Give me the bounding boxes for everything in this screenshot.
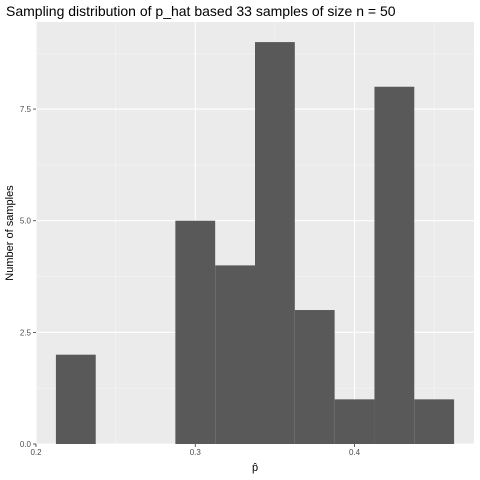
histogram-bar: [294, 310, 335, 444]
y-tick-label: 0.0: [20, 440, 32, 449]
histogram-bars: [55, 42, 455, 445]
histogram-bar: [374, 86, 415, 445]
histogram-bar: [414, 399, 455, 444]
y-tick-label: 5.0: [20, 217, 32, 226]
x-tick-label: 0.4: [349, 448, 361, 457]
tick-labels: 0.2 0.3 0.4 0.0 2.5 5.0 7.5: [20, 105, 361, 457]
y-axis-title: Number of samples: [4, 185, 16, 281]
histogram-bar: [175, 220, 216, 444]
x-axis-title: p̂: [252, 462, 258, 474]
axis-ticks: [33, 108, 355, 447]
histogram-bar: [255, 42, 295, 444]
x-tick-label: 0.2: [30, 448, 42, 457]
x-tick-label: 0.3: [190, 448, 202, 457]
chart-title: Sampling distribution of p_hat based 33 …: [6, 3, 396, 19]
y-tick-label: 2.5: [20, 328, 32, 337]
histogram-bar: [215, 265, 255, 444]
y-tick-label: 7.5: [20, 105, 32, 114]
histogram-bar: [334, 399, 375, 444]
histogram-bar: [55, 354, 96, 444]
